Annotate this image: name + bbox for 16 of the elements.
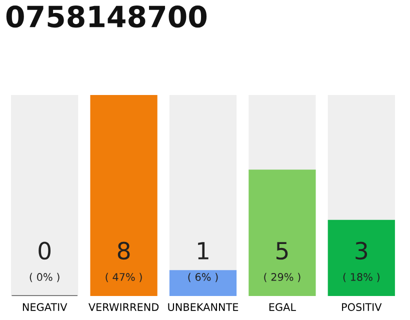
x-tick-label: EGAL <box>269 303 296 312</box>
annotation: ( 47% ) <box>106 272 142 282</box>
data-label: 1 <box>198 242 208 260</box>
x-tick-label: NEGATIV <box>22 303 68 312</box>
annotation: ( 18% ) <box>343 272 380 282</box>
x-tick-label: POSITIV <box>342 303 382 312</box>
data-label: 8 <box>118 242 130 260</box>
data-label: 0 <box>38 242 51 260</box>
x-tick-label: UNBEKANNTE <box>168 303 238 312</box>
x-tick-label: VERWIRREND <box>88 303 159 311</box>
annotation: ( 0% ) <box>30 272 60 282</box>
annotation: ( 29% ) <box>264 272 300 282</box>
data-label: 5 <box>276 242 288 260</box>
chart-title: 0758148700 <box>6 6 207 28</box>
data-label: 3 <box>356 242 368 260</box>
annotation: ( 6% ) <box>188 272 218 282</box>
